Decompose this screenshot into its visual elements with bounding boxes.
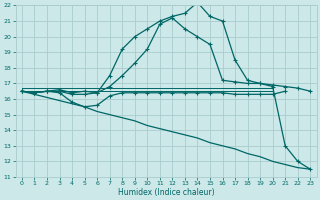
X-axis label: Humidex (Indice chaleur): Humidex (Indice chaleur) — [118, 188, 214, 197]
